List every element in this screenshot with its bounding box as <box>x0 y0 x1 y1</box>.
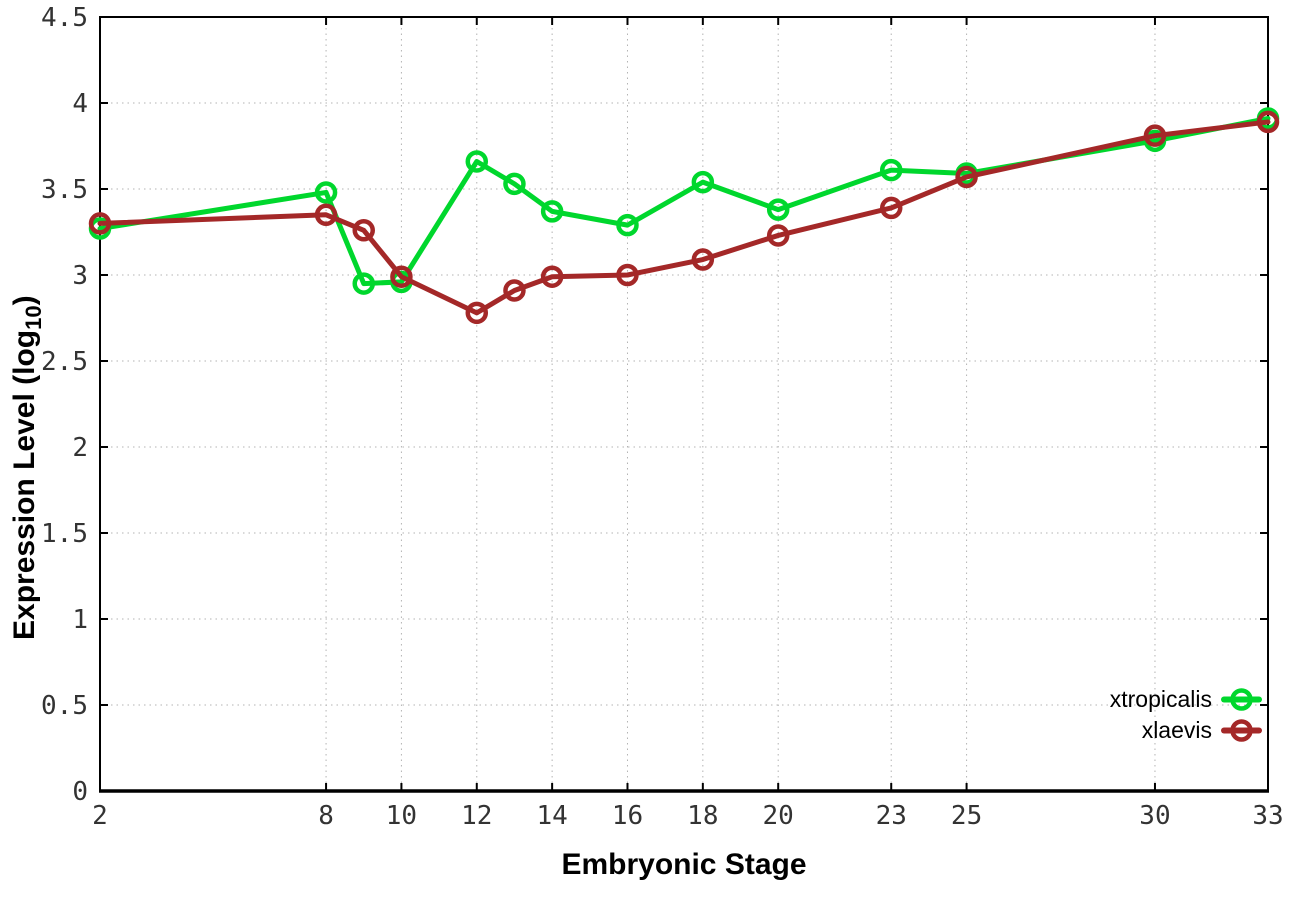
data-point-xtropicalis <box>352 272 375 295</box>
y-tick-label: 4.5 <box>41 3 88 33</box>
data-point-xlaevis <box>691 248 715 271</box>
series-line-xtropicalis <box>97 115 1271 287</box>
data-point-xtropicalis <box>503 172 526 196</box>
y-tick-label: 3.5 <box>41 175 88 205</box>
x-tick-label: 25 <box>951 801 982 831</box>
series-line-xlaevis <box>97 119 1271 316</box>
y-tick-label: 1 <box>72 605 88 635</box>
data-point-xlaevis <box>465 301 489 325</box>
x-tick-label: 30 <box>1139 801 1170 831</box>
data-point-xlaevis <box>879 196 903 220</box>
y-tick-label: 3 <box>72 261 88 291</box>
data-point-xlaevis <box>1256 110 1280 134</box>
data-point-xlaevis <box>955 165 978 189</box>
data-point-xtropicalis <box>616 213 639 237</box>
y-tick-label: 2.5 <box>41 347 88 377</box>
data-point-xtropicalis <box>879 158 903 182</box>
data-point-xlaevis <box>390 265 413 288</box>
data-point-xlaevis <box>314 203 338 227</box>
x-tick-label: 33 <box>1252 801 1283 831</box>
x-tick-label: 18 <box>687 801 718 831</box>
legend-marker-xlaevis <box>1230 719 1253 742</box>
data-point-xlaevis <box>766 224 790 247</box>
legend-label-xlaevis: xlaevis <box>1142 717 1212 743</box>
data-point-xlaevis <box>1143 124 1167 147</box>
data-point-xtropicalis <box>314 181 338 204</box>
y-axis-title-subscript: 10 <box>21 305 46 330</box>
data-point-xtropicalis <box>540 200 564 223</box>
y-tick-label: 4 <box>72 89 88 119</box>
plot-border <box>99 16 1269 792</box>
x-tick-label: 8 <box>318 801 334 831</box>
legend-label-xtropicalis: xtropicalis <box>1110 686 1212 712</box>
x-tick-label: 20 <box>763 801 794 831</box>
data-point-xtropicalis <box>465 150 489 173</box>
y-tick-label: 2 <box>72 433 88 463</box>
y-axis-title-text: Expression Level (log <box>8 329 41 640</box>
y-tick-label: 0.5 <box>41 691 88 721</box>
data-point-xtropicalis <box>766 198 790 221</box>
x-tick-label: 12 <box>461 801 492 831</box>
y-axis-title-suffix: ) <box>8 295 41 306</box>
data-point-xlaevis <box>88 212 112 235</box>
data-point-xlaevis <box>503 279 526 302</box>
x-tick-label: 16 <box>612 801 643 831</box>
data-point-xlaevis <box>616 263 639 287</box>
data-point-xlaevis <box>352 219 375 242</box>
y-tick-label: 0 <box>72 777 88 807</box>
x-tick-label: 10 <box>386 801 417 831</box>
x-tick-label: 23 <box>876 801 907 831</box>
data-point-xlaevis <box>540 265 564 288</box>
x-tick-label: 2 <box>92 801 108 831</box>
legend-marker-xtropicalis <box>1230 688 1253 711</box>
y-tick-label: 1.5 <box>41 519 88 549</box>
y-axis-title: Expression Level (log10) <box>8 295 47 640</box>
x-tick-label: 14 <box>536 801 567 831</box>
data-point-xtropicalis <box>691 170 715 194</box>
x-axis-title: Embryonic Stage <box>561 848 807 881</box>
